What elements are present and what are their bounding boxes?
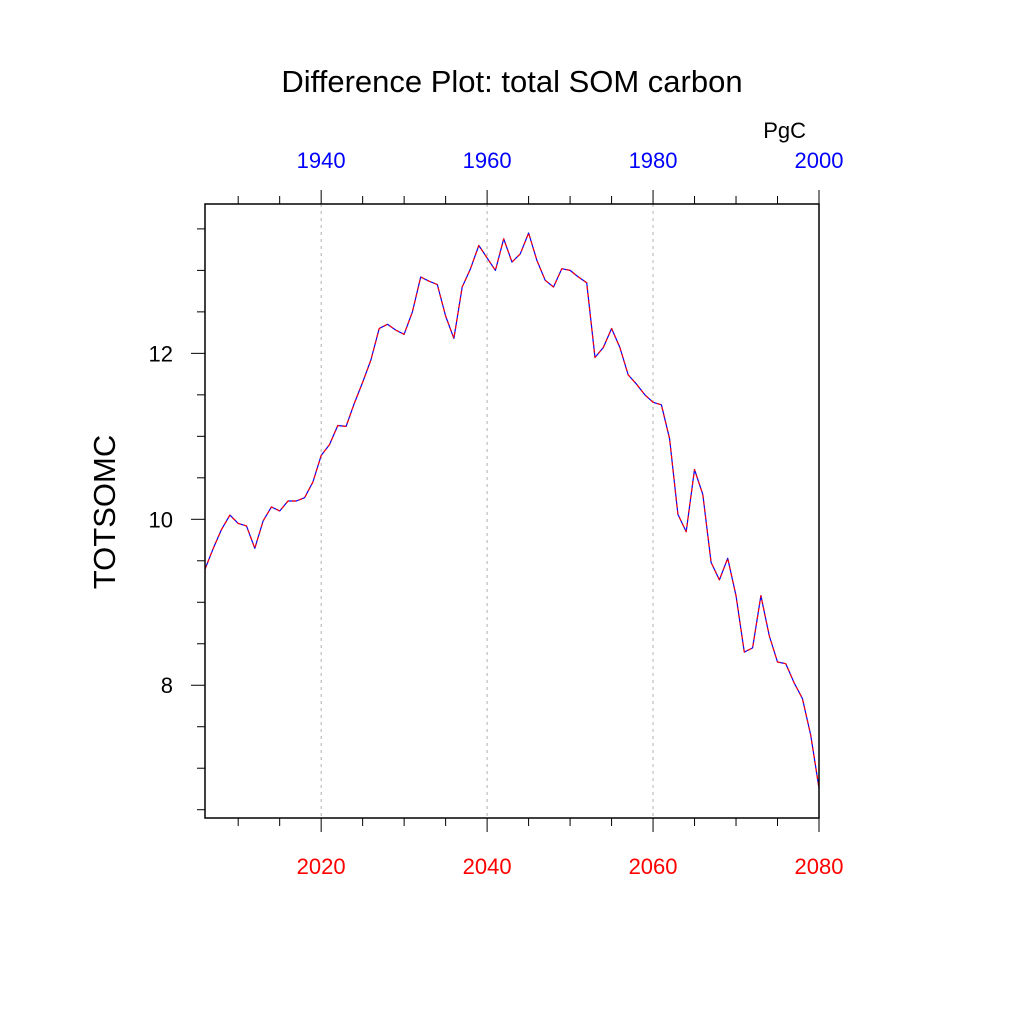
bottom-tick-label: 2020: [297, 854, 346, 879]
tick-labels: 2020 2040 2060 2080 1940 1960 1980 2000 8 10 12: [149, 148, 844, 879]
y-axis-label: TOTSOMC: [87, 435, 122, 589]
top-tick-label: 2000: [795, 148, 844, 173]
y-tick-label: 8: [161, 673, 173, 698]
y-tick-label: 10: [149, 507, 173, 532]
top-tick-label: 1960: [463, 148, 512, 173]
y-tick-label: 12: [149, 341, 173, 366]
top-tick-label: 1980: [629, 148, 678, 173]
bottom-tick-label: 2080: [795, 854, 844, 879]
units-label: PgC: [763, 118, 806, 143]
chart-title: Difference Plot: total SOM carbon: [281, 64, 742, 99]
bottom-tick-label: 2060: [629, 854, 678, 879]
top-tick-label: 1940: [297, 148, 346, 173]
series-line-1: [204, 232, 820, 789]
bottom-tick-label: 2040: [463, 854, 512, 879]
series-layer: [204, 232, 820, 789]
plot-frame: [204, 203, 820, 819]
axis-ticks: [191, 190, 820, 832]
vertical-grid-lines: [320, 204, 654, 818]
series-line-0: [204, 232, 820, 789]
